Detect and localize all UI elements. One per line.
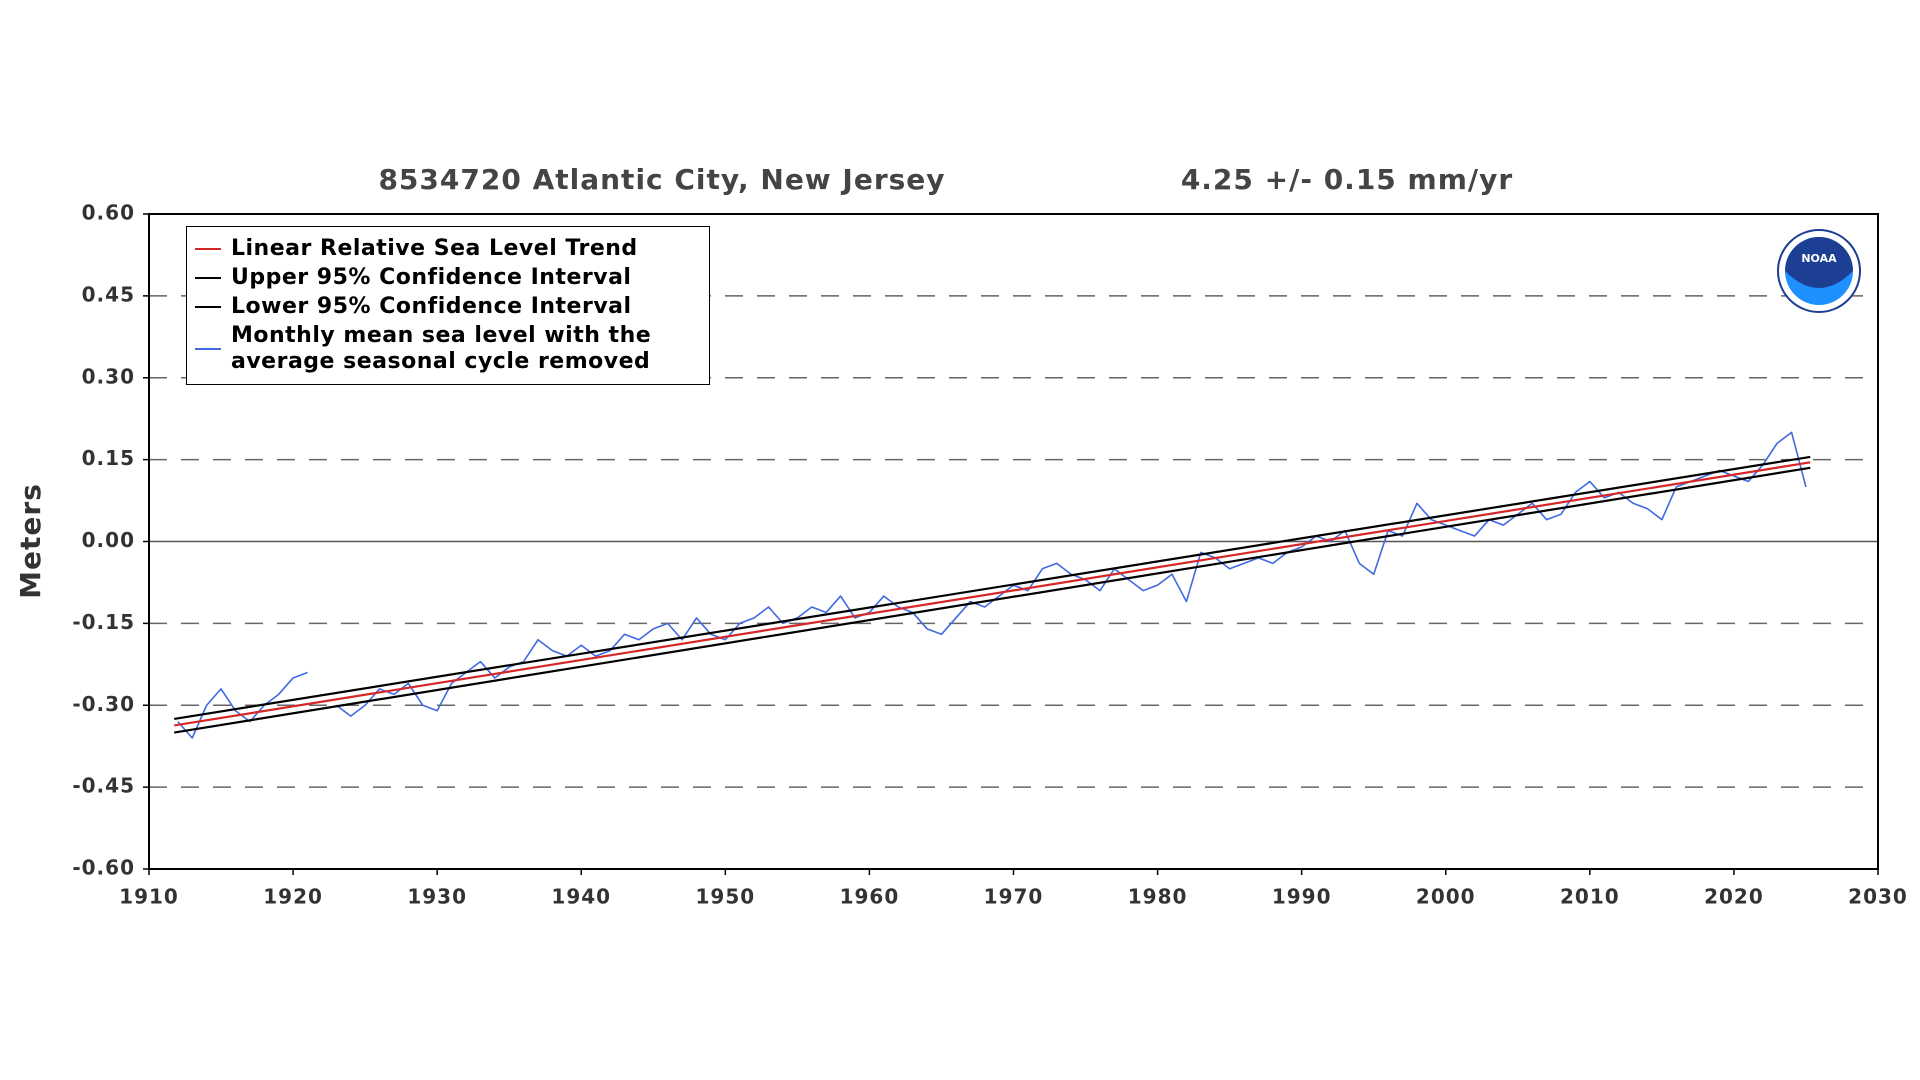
x-tick-label: 2000 <box>1416 885 1476 909</box>
x-tick-label: 2030 <box>1848 885 1908 909</box>
x-tick-label: 1970 <box>984 885 1044 909</box>
chart-subtitle: 4.25 +/- 0.15 mm/yr <box>1181 163 1513 196</box>
legend-swatch <box>195 306 221 308</box>
legend-label: Monthly mean sea level with the average … <box>231 323 652 374</box>
legend-entry: Lower 95% Confidence Interval <box>195 294 701 320</box>
chart-title: 8534720 Atlantic City, New Jersey <box>378 163 945 196</box>
y-tick-label: 0.00 <box>82 528 135 552</box>
svg-text:NOAA: NOAA <box>1801 252 1837 265</box>
y-tick-label: -0.30 <box>72 692 135 716</box>
noaa-logo: NOAA <box>1777 229 1861 313</box>
legend-entry: Linear Relative Sea Level Trend <box>195 236 701 262</box>
x-tick-label: 1930 <box>407 885 467 909</box>
x-tick-label: 1940 <box>551 885 611 909</box>
x-tick-label: 1990 <box>1272 885 1332 909</box>
x-tick-label: 1950 <box>695 885 755 909</box>
y-tick-label: -0.60 <box>72 856 135 880</box>
legend-swatch <box>195 348 221 350</box>
x-tick-label: 2010 <box>1560 885 1620 909</box>
legend-label: Upper 95% Confidence Interval <box>231 265 632 290</box>
x-tick-label: 1980 <box>1128 885 1188 909</box>
legend-label: Linear Relative Sea Level Trend <box>231 236 638 261</box>
legend-entry: Upper 95% Confidence Interval <box>195 265 701 291</box>
series-line <box>174 466 1811 734</box>
series-line <box>174 461 1811 727</box>
y-tick-label: 0.15 <box>82 446 135 470</box>
x-tick-label: 2020 <box>1704 885 1764 909</box>
y-axis-label: Meters <box>14 483 47 599</box>
x-tick-label: 1910 <box>119 885 179 909</box>
legend: Linear Relative Sea Level Trend Upper 95%… <box>186 226 710 385</box>
y-tick-label: 0.45 <box>82 282 135 306</box>
legend-entry: Monthly mean sea level with the average … <box>195 323 701 375</box>
series-line <box>174 455 1811 720</box>
plot-frame <box>148 213 1879 870</box>
legend-swatch <box>195 248 221 250</box>
y-tick-label: -0.15 <box>72 610 135 634</box>
y-tick-label: 0.30 <box>82 364 135 388</box>
x-tick-label: 1960 <box>840 885 900 909</box>
x-tick-label: 1920 <box>263 885 323 909</box>
legend-swatch <box>195 277 221 279</box>
legend-label: Lower 95% Confidence Interval <box>231 294 632 319</box>
y-tick-label: -0.45 <box>72 774 135 798</box>
y-tick-label: 0.60 <box>82 201 135 225</box>
